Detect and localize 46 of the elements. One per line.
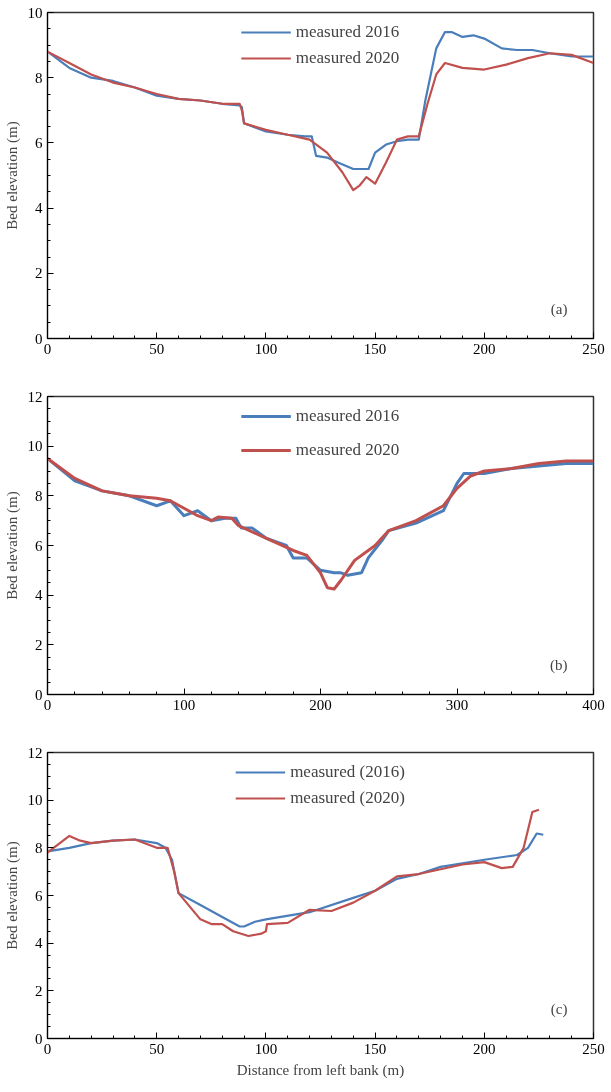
y-tick-label: 2 [35, 982, 43, 999]
y-tick-label: 12 [27, 388, 43, 405]
y-tick-label: 2 [35, 265, 43, 282]
annotation: (b) [550, 656, 568, 674]
legend-label: measured 2016 [295, 22, 400, 42]
x-tick-label: 200 [473, 340, 496, 357]
y-axis-title: Bed elevation (m) [3, 841, 21, 950]
y-tick-label: 4 [35, 587, 43, 604]
x-tick-label: 150 [363, 1040, 387, 1057]
x-tick-label: 50 [149, 340, 165, 357]
line-series [47, 50, 594, 192]
y-tick-label: 8 [35, 839, 43, 856]
y-tick-label: 12 [27, 744, 43, 761]
x-axis-title: Distance from left bank (m) [236, 1061, 405, 1079]
legend-label: measured 2020 [295, 440, 400, 460]
x-tick-label: 250 [582, 1040, 605, 1057]
y-tick-label: 4 [35, 200, 43, 217]
y-tick-label: 10 [27, 438, 43, 455]
x-tick-label: 50 [149, 1040, 165, 1057]
x-tick-label: 100 [172, 696, 196, 713]
y-tick-label: 4 [35, 935, 43, 952]
x-tick-label: 300 [445, 696, 469, 713]
x-tick-label: 100 [254, 340, 278, 357]
x-tick-label: 100 [254, 1040, 278, 1057]
x-tick-label: 150 [363, 340, 387, 357]
y-tick-label: 8 [35, 69, 43, 86]
line-series [47, 808, 540, 938]
y-tick-label: 10 [27, 4, 43, 21]
y-tick-label: 6 [35, 134, 43, 151]
legend-label: measured (2016) [290, 762, 405, 782]
legend-label: measured 2016 [295, 406, 400, 426]
annotation: (a) [550, 300, 568, 318]
y-tick-label: 6 [35, 537, 43, 554]
y-tick-label: 8 [35, 487, 43, 504]
y-axis-title: Bed elevation (m) [3, 121, 21, 230]
y-tick-label: 10 [27, 792, 43, 809]
y-axis-title: Bed elevation (m) [3, 491, 21, 600]
x-tick-label: 250 [582, 340, 605, 357]
y-tick-label: 6 [35, 887, 43, 904]
x-tick-label: 400 [582, 696, 605, 713]
x-tick-label: 200 [473, 1040, 496, 1057]
annotation: (c) [550, 1000, 568, 1018]
x-tick-label: 200 [309, 696, 332, 713]
legend-label: measured (2020) [290, 788, 405, 808]
y-tick-label: 2 [35, 636, 43, 653]
legend-label: measured 2020 [295, 48, 400, 68]
